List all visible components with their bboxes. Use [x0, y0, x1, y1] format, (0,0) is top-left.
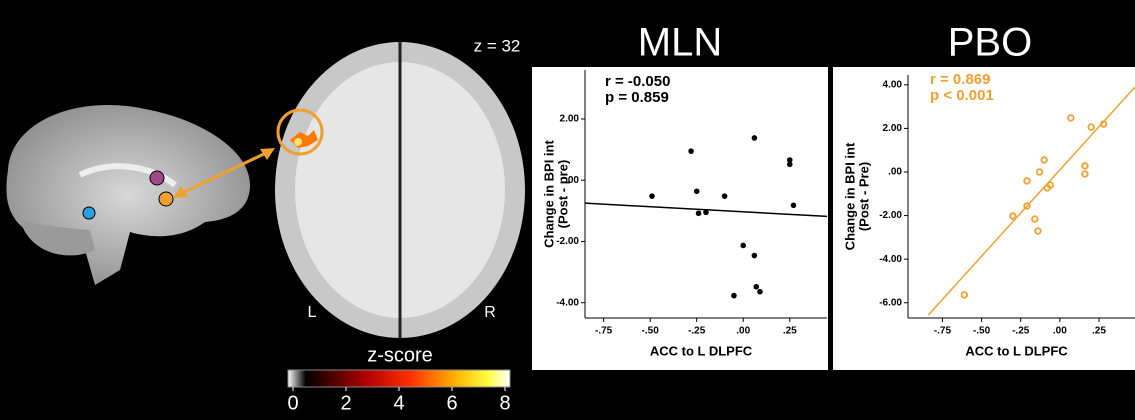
colorbar-title: z-score	[367, 344, 433, 366]
colorbar-tick-label: 8	[499, 392, 510, 414]
y-axis-label: (Post - pre)	[555, 160, 570, 229]
left-label: L	[308, 304, 317, 321]
y-tick-label: 4.00	[883, 79, 903, 90]
x-tick-label: .25	[1092, 326, 1106, 337]
annotation: p < 0.001	[930, 87, 994, 104]
annotation: r = -0.050	[605, 73, 670, 90]
axial-brain	[275, 42, 525, 338]
colorbar-tick-label: 6	[446, 392, 457, 414]
y-tick-label: -4.00	[556, 297, 579, 308]
annotation: p = 0.859	[605, 89, 669, 106]
scatter-point	[791, 203, 797, 209]
x-axis-label: ACC to L DLPFC	[650, 343, 753, 358]
x-tick-label: -.50	[973, 326, 991, 337]
y-axis-label: Change in BPI int	[541, 140, 556, 248]
scatter-point	[649, 193, 655, 199]
slice-label: z = 32	[474, 36, 521, 55]
sagittal-brain	[6, 105, 275, 285]
colorbar-tick-label: 2	[340, 392, 351, 414]
y-tick-label: -2.00	[879, 210, 902, 221]
scatter-point	[696, 210, 702, 216]
x-tick-label: .00	[736, 326, 750, 337]
colorbar-tick-label: 0	[287, 392, 298, 414]
figure: z = 32 L R z-score 0 2 4 6 8 MLN 2.00 .00 -2.00 -…	[0, 0, 1135, 420]
y-tick-label: -6.00	[879, 297, 902, 308]
scatter-point	[787, 162, 793, 168]
chart-title: PBO	[948, 21, 1032, 65]
right-label: R	[484, 304, 496, 321]
scatter-point	[722, 193, 728, 199]
scatter-point	[752, 253, 758, 259]
scatter-point	[752, 135, 758, 141]
plot-panel	[532, 67, 828, 370]
x-tick-label: -.50	[642, 326, 660, 337]
chart-title: MLN	[638, 21, 722, 65]
colorbar-tick-label: 4	[393, 392, 404, 414]
x-tick-label: -.25	[688, 326, 706, 337]
y-axis-label: Change in BPI int	[842, 142, 857, 250]
scatter-point	[703, 210, 709, 216]
y-tick-label: 2.00	[883, 123, 903, 134]
y-tick-label: -2.00	[556, 236, 579, 247]
scatter-point	[753, 284, 759, 290]
scatter-point	[740, 243, 746, 249]
x-axis-label: ACC to L DLPFC	[965, 343, 1068, 358]
scatter-point	[757, 289, 763, 295]
x-tick-label: .25	[783, 326, 797, 337]
x-tick-label: .00	[1053, 326, 1067, 337]
scatter-point	[688, 148, 694, 154]
x-tick-label: -.75	[595, 326, 613, 337]
y-axis-label: (Post - Pre)	[856, 162, 871, 231]
scatter-point	[694, 188, 700, 194]
y-tick-label: -4.00	[879, 254, 902, 265]
y-tick-label: .00	[888, 167, 902, 178]
annotation: r = 0.869	[930, 71, 990, 88]
x-tick-label: -.25	[1012, 326, 1030, 337]
colorbar	[288, 370, 510, 387]
y-tick-label: 2.00	[560, 114, 580, 125]
x-tick-label: -.75	[934, 326, 952, 337]
scatter-point	[731, 293, 737, 299]
